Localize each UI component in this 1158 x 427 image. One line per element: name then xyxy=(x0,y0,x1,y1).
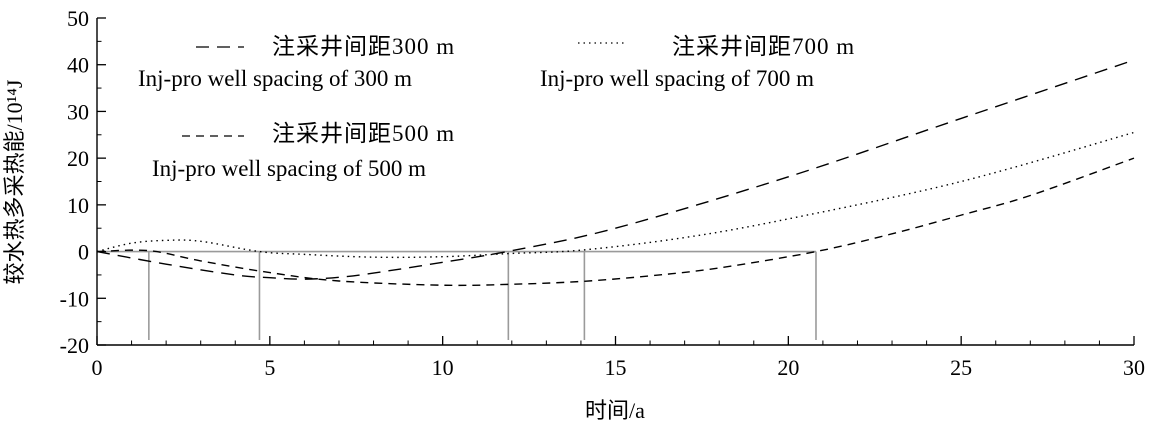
y-tick-label: -10 xyxy=(60,286,89,311)
y-tick-label: 50 xyxy=(67,6,89,31)
series-line-0 xyxy=(96,59,1135,280)
x-axis-title: 时间/a xyxy=(585,398,645,423)
legend-item-700: 注采井间距700 m Inj-pro well spacing of 700 m xyxy=(540,34,855,91)
series-line-2 xyxy=(96,131,1135,259)
legend-label-700-en: Inj-pro well spacing of 700 m xyxy=(540,66,814,91)
ticks xyxy=(96,17,1135,346)
y-tick-label: 0 xyxy=(78,240,89,265)
legend-label-300: 注采井间距300 m xyxy=(272,34,455,59)
legend-item-500: 注采井间距500 m Inj-pro well spacing of 500 m xyxy=(152,121,455,181)
legend-label-700: 注采井间距700 m xyxy=(672,34,855,59)
x-tick-label: 15 xyxy=(605,355,627,380)
x-tick-label: 30 xyxy=(1123,355,1145,380)
y-tick-label: 10 xyxy=(67,193,89,218)
legend-label-500-en: Inj-pro well spacing of 500 m xyxy=(152,156,426,181)
x-tick-label: 25 xyxy=(950,355,972,380)
legend: 注采井间距300 m Inj-pro well spacing of 300 m… xyxy=(138,34,855,181)
legend-label-500: 注采井间距500 m xyxy=(272,121,455,146)
y-tick-label: 30 xyxy=(67,99,89,124)
tick-labels: 0 5 10 15 20 25 30 -20 -10 0 10 20 30 40 50 xyxy=(60,6,1145,380)
legend-label-300-en: Inj-pro well spacing of 300 m xyxy=(138,66,412,91)
y-axis-title: 较水热多采热能/10¹⁴J xyxy=(2,79,27,284)
legend-item-300: 注采井间距300 m Inj-pro well spacing of 300 m xyxy=(138,34,455,91)
series-line-1 xyxy=(96,157,1135,287)
y-tick-label: 40 xyxy=(67,53,89,78)
x-tick-label: 5 xyxy=(264,355,275,380)
y-tick-label: 20 xyxy=(67,146,89,171)
y-tick-label: -20 xyxy=(60,333,89,358)
x-tick-label: 20 xyxy=(777,355,799,380)
reference-lines xyxy=(97,250,817,340)
series-lines xyxy=(96,59,1135,287)
x-tick-label: 10 xyxy=(432,355,454,380)
x-tick-label: 0 xyxy=(92,355,103,380)
